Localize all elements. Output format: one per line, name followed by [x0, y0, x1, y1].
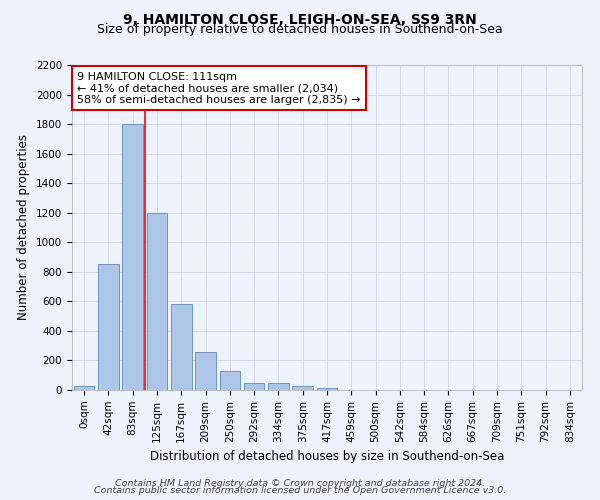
Text: Size of property relative to detached houses in Southend-on-Sea: Size of property relative to detached ho… [97, 22, 503, 36]
Text: 9, HAMILTON CLOSE, LEIGH-ON-SEA, SS9 3RN: 9, HAMILTON CLOSE, LEIGH-ON-SEA, SS9 3RN [123, 12, 477, 26]
Bar [244, 384, 265, 390]
Bar [74, 386, 94, 390]
Bar [292, 386, 313, 390]
Bar [98, 264, 119, 390]
Text: Contains HM Land Registry data © Crown copyright and database right 2024.: Contains HM Land Registry data © Crown c… [115, 478, 485, 488]
Text: 9 HAMILTON CLOSE: 111sqm
← 41% of detached houses are smaller (2,034)
58% of sem: 9 HAMILTON CLOSE: 111sqm ← 41% of detach… [77, 72, 361, 104]
Bar [220, 371, 240, 390]
Text: Contains public sector information licensed under the Open Government Licence v3: Contains public sector information licen… [94, 486, 506, 495]
Bar [171, 304, 191, 390]
Bar [195, 352, 216, 390]
Bar [268, 384, 289, 390]
X-axis label: Distribution of detached houses by size in Southend-on-Sea: Distribution of detached houses by size … [150, 450, 504, 463]
Y-axis label: Number of detached properties: Number of detached properties [17, 134, 31, 320]
Bar [146, 212, 167, 390]
Bar [122, 124, 143, 390]
Bar [317, 388, 337, 390]
